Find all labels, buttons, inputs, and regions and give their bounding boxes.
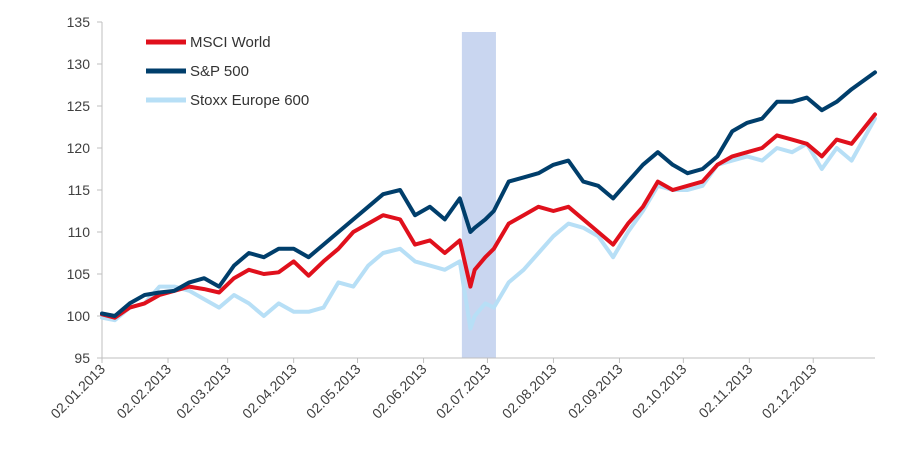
legend-label: MSCI World [190,34,271,51]
legend-label: S&P 500 [190,63,249,80]
legend-label: Stoxx Europe 600 [190,92,309,109]
x-tick-label: 02.08.2013 [499,361,560,422]
series-line-msci-world [100,112,877,320]
series-line-s-p-500 [100,70,877,318]
x-tick-label: 02.10.2013 [629,361,690,422]
x-tick-label: 02.11.2013 [695,361,755,421]
y-tick-label: 125 [67,98,91,114]
x-tick-label: 02.05.2013 [303,361,364,422]
x-tick-label: 02.02.2013 [113,361,174,422]
y-tick-label: 110 [68,224,91,240]
series-line-stoxx-europe-600 [100,116,877,331]
x-tick-label: 02.06.2013 [369,361,430,422]
x-tick-label: 02.09.2013 [565,361,626,422]
y-tick-label: 115 [68,182,91,198]
y-tick-label: 130 [67,56,91,72]
x-tick-label: 02.01.2013 [47,361,108,422]
x-tick-label: 02.12.2013 [759,361,820,422]
y-tick-label: 120 [67,140,91,156]
x-tick-label: 02.03.2013 [173,361,234,422]
y-tick-label: 95 [74,350,90,366]
x-tick-label: 02.04.2013 [239,361,300,422]
y-tick-label: 135 [67,14,91,30]
x-tick-label: 02.07.2013 [433,361,494,422]
y-tick-label: 100 [67,308,91,324]
y-tick-label: 105 [67,266,91,282]
